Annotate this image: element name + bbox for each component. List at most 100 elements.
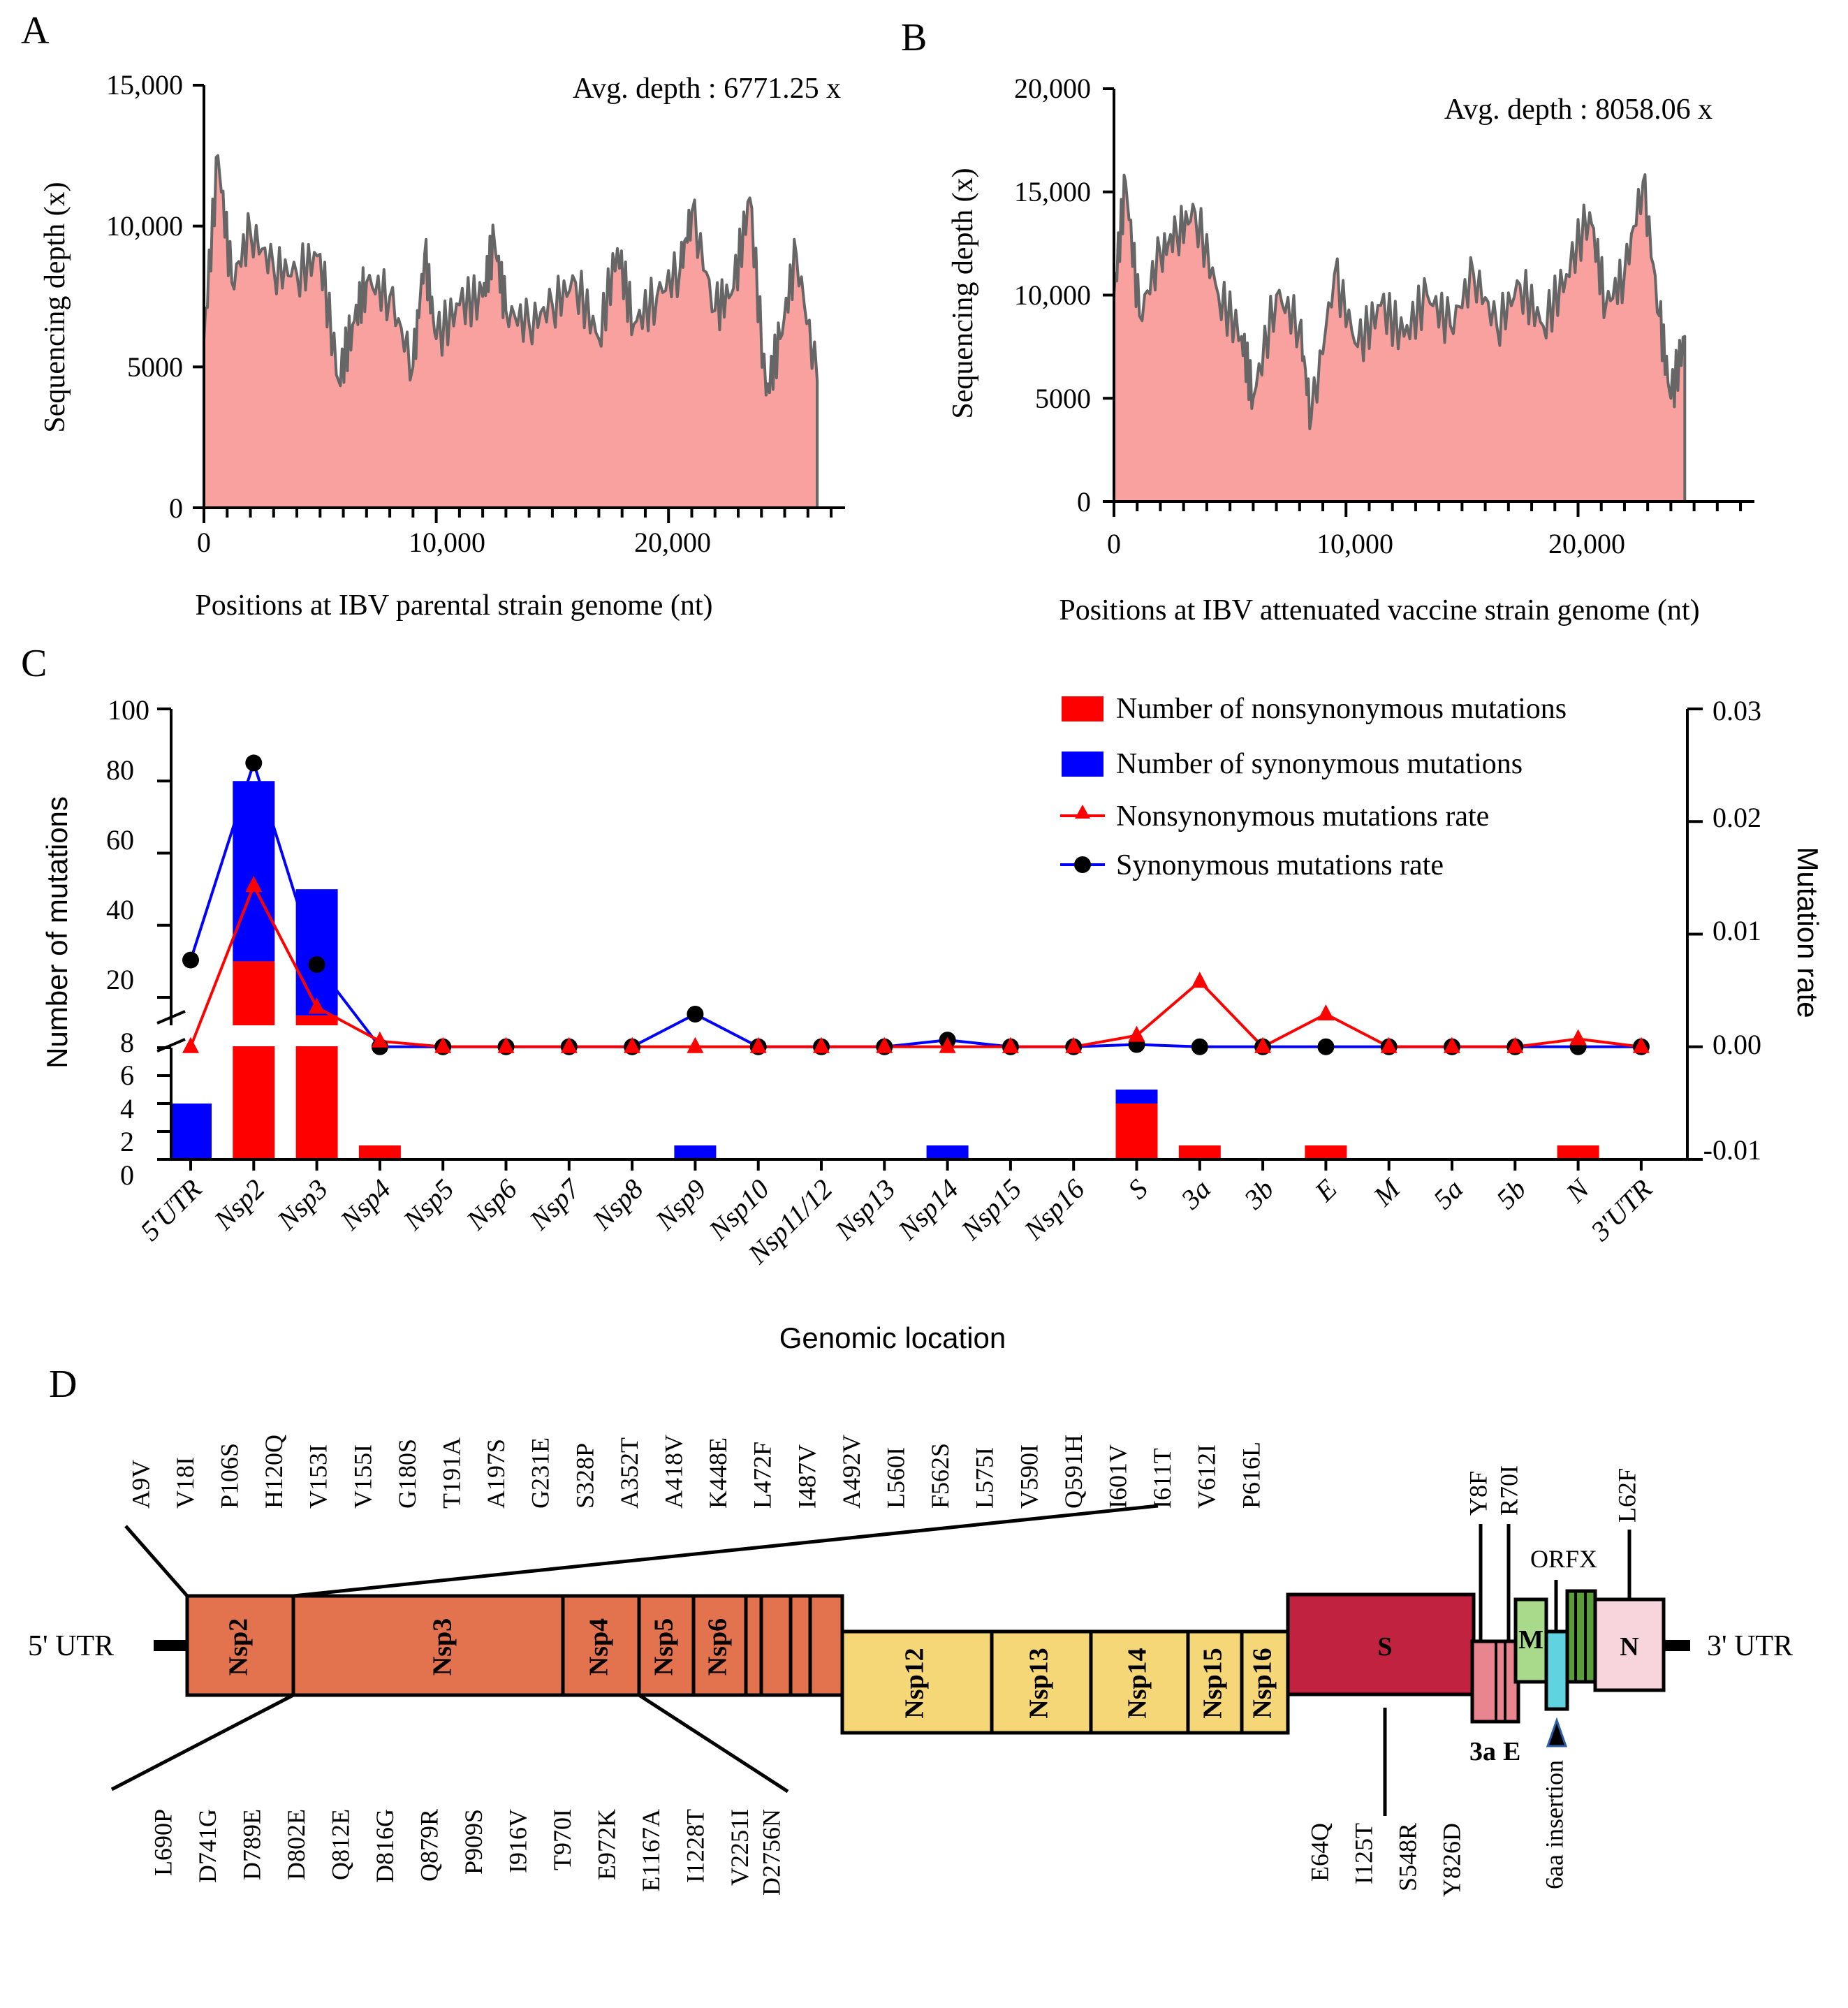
- category-label: Nsp2: [207, 1173, 271, 1237]
- mutation-label-bottom: D816G: [371, 1809, 399, 1883]
- axis-break-mark: [156, 1038, 186, 1053]
- bar-nonsyn: [1178, 1145, 1221, 1159]
- nonsyn-rate-point: [1002, 1036, 1019, 1053]
- category-label: Nsp15: [954, 1173, 1027, 1247]
- gene-label-nsp16: Nsp16: [1248, 1648, 1277, 1718]
- mutation-label-top: H120Q: [260, 1435, 288, 1509]
- nonsyn-rate-point: [308, 997, 325, 1014]
- category-label: 3a: [1174, 1173, 1217, 1216]
- insertion-label: 6aa insertion: [1540, 1760, 1568, 1889]
- mutation-label-top: L560I: [881, 1447, 909, 1509]
- legend-marker-circle: [1074, 856, 1091, 873]
- mutation-label-bottom: L690P: [149, 1809, 177, 1876]
- y-axis-title-b: Sequencing depth (x): [947, 168, 979, 418]
- connector-line: [293, 1504, 1159, 1598]
- mutation-label-bottom: V2251I: [726, 1809, 754, 1886]
- legend: Number of nonsynonymous mutations Number…: [1060, 693, 1567, 881]
- mutation-label-bottom: D2756N: [757, 1809, 785, 1896]
- panel-letter-d: D: [49, 1363, 77, 1406]
- syn-rate-point: [308, 956, 325, 974]
- mutation-label-top: T191A: [437, 1437, 465, 1509]
- legend-label: Nonsynonymous mutations rate: [1116, 800, 1489, 833]
- legend-label: Synonymous mutations rate: [1116, 849, 1444, 881]
- mutation-label-top: I611T: [1148, 1448, 1176, 1509]
- x-axis-title-a: Positions at IBV parental strain genome …: [195, 589, 712, 622]
- nonsyn-rate-point: [1569, 1029, 1587, 1046]
- mutation-label-top: Q591H: [1059, 1435, 1087, 1509]
- y-tick-label: 100: [108, 694, 149, 726]
- category-label: Nsp9: [649, 1173, 712, 1237]
- y-axis-title-c: Number of mutations: [41, 796, 73, 1069]
- mutation-label-bottom: E1167A: [637, 1809, 665, 1892]
- y-tick-label: 8: [120, 1027, 134, 1058]
- nonsyn-rate-point: [560, 1036, 578, 1053]
- nonsyn-rate-point: [497, 1036, 515, 1053]
- mutation-label-top: S328P: [571, 1443, 599, 1509]
- x-tick-label: 0: [1107, 528, 1121, 559]
- category-label: Nsp14: [891, 1173, 965, 1247]
- panel-letter-a: A: [21, 9, 50, 52]
- bar-nonsyn: [1305, 1145, 1347, 1159]
- gene-label-orfx: ORFX: [1530, 1545, 1597, 1573]
- nonsyn-rate-point: [1254, 1036, 1272, 1053]
- bar-syn: [926, 1145, 969, 1159]
- mutation-label-bottom: Y826D: [1437, 1823, 1465, 1897]
- gene-label-m: M: [1518, 1625, 1543, 1655]
- gene-label-nsp14: Nsp14: [1123, 1648, 1152, 1718]
- y-tick-label: 20,000: [1014, 73, 1091, 104]
- bar-syn: [674, 1145, 717, 1159]
- legend-swatch-syn: [1062, 752, 1103, 777]
- mutation-label-top: V153I: [305, 1444, 332, 1509]
- x-tick-label: 0: [197, 527, 211, 558]
- mutation-label-bottom: D802E: [282, 1809, 310, 1880]
- mutation-label-top: A418V: [659, 1435, 687, 1509]
- gene-label-n: N: [1620, 1632, 1638, 1662]
- legend-swatch-nonsyn: [1062, 696, 1103, 721]
- mutation-label-bottom: E972K: [592, 1809, 620, 1880]
- y2-tick-label: 0.02: [1713, 802, 1761, 833]
- category-label: 5b: [1490, 1173, 1532, 1215]
- mutation-label-top: P106S: [215, 1443, 243, 1509]
- nonsyn-rate-point: [371, 1031, 388, 1048]
- mutation-label-top: V590I: [1015, 1444, 1043, 1509]
- syn-rate-point: [182, 951, 199, 969]
- bar-nonsyn: [1557, 1145, 1599, 1159]
- m-gene-block: [1513, 1597, 1548, 1684]
- x-tick-label: 10,000: [1317, 528, 1393, 559]
- bar-syn: [295, 889, 338, 1016]
- category-label: Nsp5: [397, 1173, 460, 1237]
- panel-letter-b: B: [901, 16, 927, 59]
- y-tick-label: 4: [120, 1093, 134, 1124]
- y-tick-label: 20: [106, 964, 134, 995]
- syn-rate-point: [1317, 1038, 1335, 1055]
- bar-nonsyn: [358, 1145, 401, 1159]
- y2-axis-title-c: Mutation rate: [1791, 847, 1824, 1018]
- rate-lines-c: [182, 754, 1650, 1055]
- mutation-label-top: A492V: [837, 1435, 865, 1509]
- category-label: Nsp13: [828, 1173, 902, 1247]
- y-tick-label: 6: [120, 1060, 134, 1091]
- y2-tick-label: -0.01: [1703, 1134, 1761, 1166]
- mutation-label-bottom: P909S: [460, 1809, 487, 1875]
- mutation-label-bottom: D789E: [237, 1809, 265, 1880]
- bar-syn: [170, 1104, 212, 1159]
- n-gene-block: [1593, 1597, 1666, 1692]
- mutation-label-top: I601V: [1103, 1444, 1131, 1509]
- category-label: S: [1122, 1173, 1154, 1205]
- y-tick-label: 15,000: [1014, 176, 1091, 207]
- gene-label-nsp6: Nsp6: [703, 1618, 733, 1676]
- annotation-a: Avg. depth : 6771.25 x: [573, 73, 841, 105]
- mutation-label-top: V155I: [349, 1444, 376, 1509]
- y-tick-label: 15,000: [106, 69, 183, 101]
- y-tick-label: 40: [106, 894, 134, 925]
- legend-label: Number of nonsynonymous mutations: [1116, 693, 1567, 725]
- orfx-block: [1544, 1629, 1569, 1711]
- nonsyn-rate-point: [1632, 1036, 1650, 1053]
- mutation-label-top: P616L: [1237, 1442, 1265, 1509]
- nonsyn-rate-point: [813, 1036, 830, 1053]
- gene-label-nsp13: Nsp13: [1025, 1648, 1054, 1718]
- panel-letter-c: C: [21, 642, 47, 685]
- nonsyn-rate-point: [1444, 1036, 1460, 1053]
- mutation-label-bottom: T970I: [548, 1809, 576, 1870]
- bar-nonsyn: [233, 961, 275, 1159]
